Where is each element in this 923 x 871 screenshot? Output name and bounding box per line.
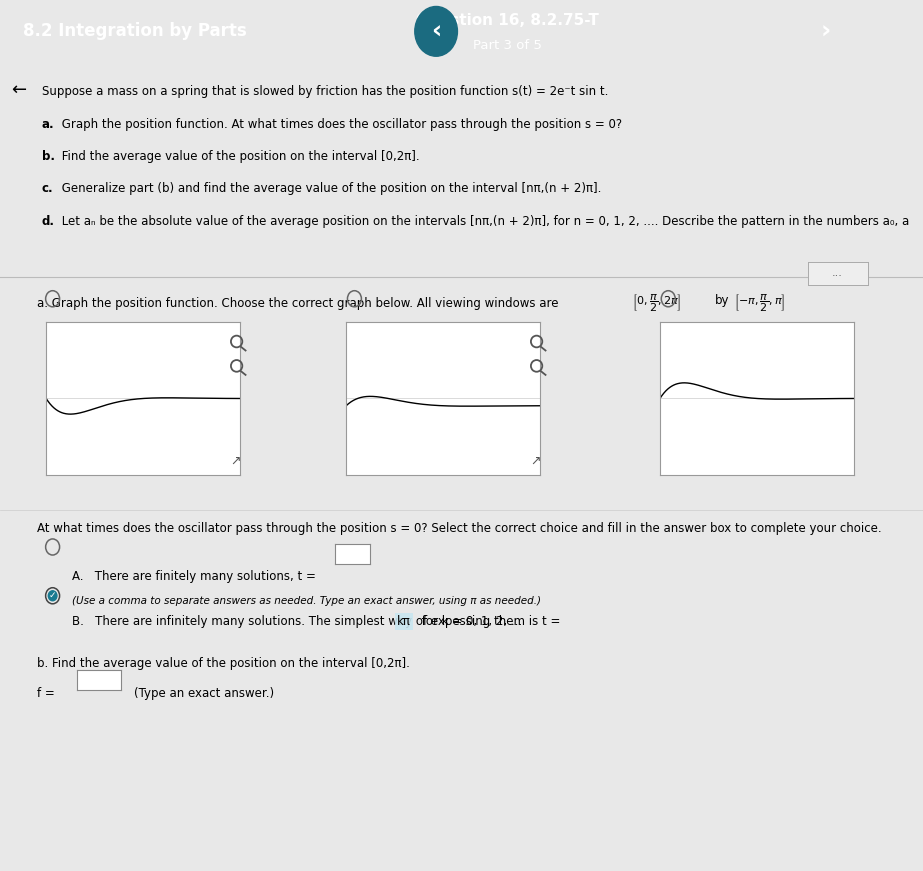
Text: 8.2 Integration by Parts: 8.2 Integration by Parts [23,23,246,40]
Text: $\left[0,\dfrac{\pi}{2},2\pi\right]$: $\left[0,\dfrac{\pi}{2},2\pi\right]$ [632,293,682,314]
Text: ←: ← [11,81,26,99]
Text: Find the average value of the position on the interval [0,2π].: Find the average value of the position o… [58,150,420,163]
Text: Suppose a mass on a spring that is slowed by friction has the position function : Suppose a mass on a spring that is slowe… [42,85,608,98]
Text: B.   There are infinitely many solutions. The simplest way of expessing them is : B. There are infinitely many solutions. … [72,615,560,628]
Text: f =: f = [37,686,54,699]
Circle shape [414,6,458,57]
Text: Question 16, 8.2.75-T: Question 16, 8.2.75-T [416,12,599,28]
Text: Graph the position function. At what times does the oscillator pass through the : Graph the position function. At what tim… [58,118,622,131]
Text: for k = 0, 1, 2, ...: for k = 0, 1, 2, ... [418,615,522,628]
Text: ›: › [821,19,832,44]
Text: b.: b. [42,150,54,163]
Text: kπ: kπ [397,615,411,628]
Text: b. Find the average value of the position on the interval [0,2π].: b. Find the average value of the positio… [37,657,410,670]
Text: ↗: ↗ [530,456,541,468]
Text: ...: ... [833,268,843,279]
Text: C.: C. [687,339,700,352]
Text: by: by [715,294,730,307]
Text: ↗: ↗ [230,456,241,468]
Text: ‹: ‹ [431,19,441,44]
Text: (Use a comma to separate answers as needed. Type an exact answer, using π as nee: (Use a comma to separate answers as need… [72,596,541,606]
Text: B.: B. [373,339,386,352]
Text: ✓: ✓ [49,591,56,600]
Text: A.   There are finitely many solutions, t =: A. There are finitely many solutions, t … [72,570,316,583]
Text: (Type an exact answer.): (Type an exact answer.) [134,686,274,699]
Text: $\left[-\pi,\dfrac{\pi}{2},\pi\right]$: $\left[-\pi,\dfrac{\pi}{2},\pi\right]$ [734,293,785,314]
Text: A.: A. [72,339,84,352]
Text: a. Graph the position function. Choose the correct graph below. All viewing wind: a. Graph the position function. Choose t… [37,297,558,310]
Text: a.: a. [42,118,54,131]
Text: d.: d. [42,214,54,227]
Text: Let aₙ be the absolute value of the average position on the intervals [nπ,(n + 2: Let aₙ be the absolute value of the aver… [58,214,909,227]
Text: Part 3 of 5: Part 3 of 5 [473,38,542,51]
Circle shape [48,591,57,601]
Text: Generalize part (b) and find the average value of the position on the interval [: Generalize part (b) and find the average… [58,182,602,195]
Text: c.: c. [42,182,54,195]
Text: At what times does the oscillator pass through the position s = 0? Select the co: At what times does the oscillator pass t… [37,522,881,535]
